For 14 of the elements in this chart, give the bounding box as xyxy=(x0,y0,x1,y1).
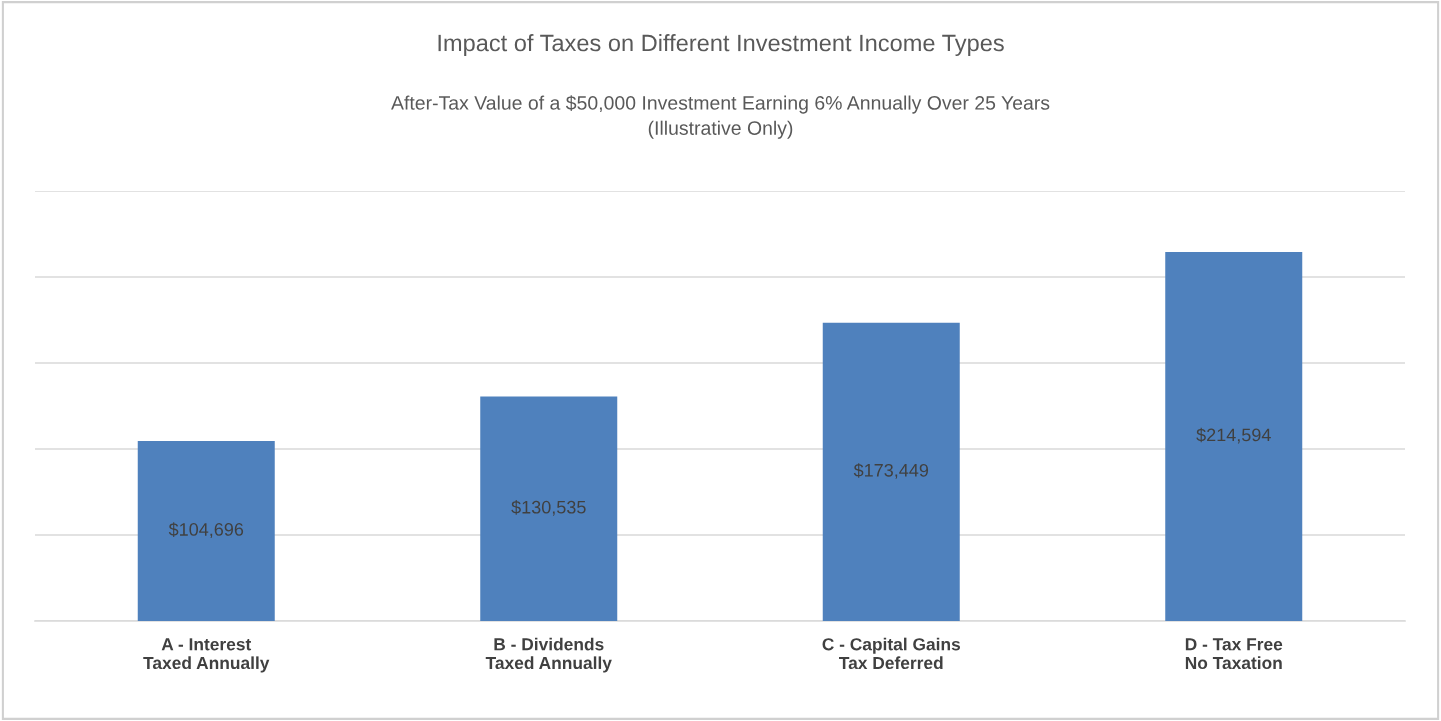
x-tick-label: B - Dividends Taxed Annually xyxy=(485,637,612,673)
bar xyxy=(137,440,275,621)
data-label: $214,594 xyxy=(1196,427,1271,444)
x-tick-label: C - Capital Gains Tax Deferred xyxy=(822,637,960,670)
data-label: $104,696 xyxy=(168,522,244,538)
x-tick-label: D - Tax Free No Taxation xyxy=(1185,638,1283,670)
bar xyxy=(822,322,960,621)
bar xyxy=(1165,251,1303,621)
data-label: $130,535 xyxy=(511,500,586,516)
data-label: $173,449 xyxy=(853,463,929,479)
chart-subtitle: After-Tax Value of a $50,000 Investment Earning 6% Annually Over 25 Years (Illustrative Only) xyxy=(391,95,1050,139)
bar xyxy=(480,396,618,621)
x-tick-label: A - Interest Taxed Annually xyxy=(143,638,270,673)
chart-title: Impact of Taxes on Different Investment Income Types xyxy=(438,34,1004,57)
